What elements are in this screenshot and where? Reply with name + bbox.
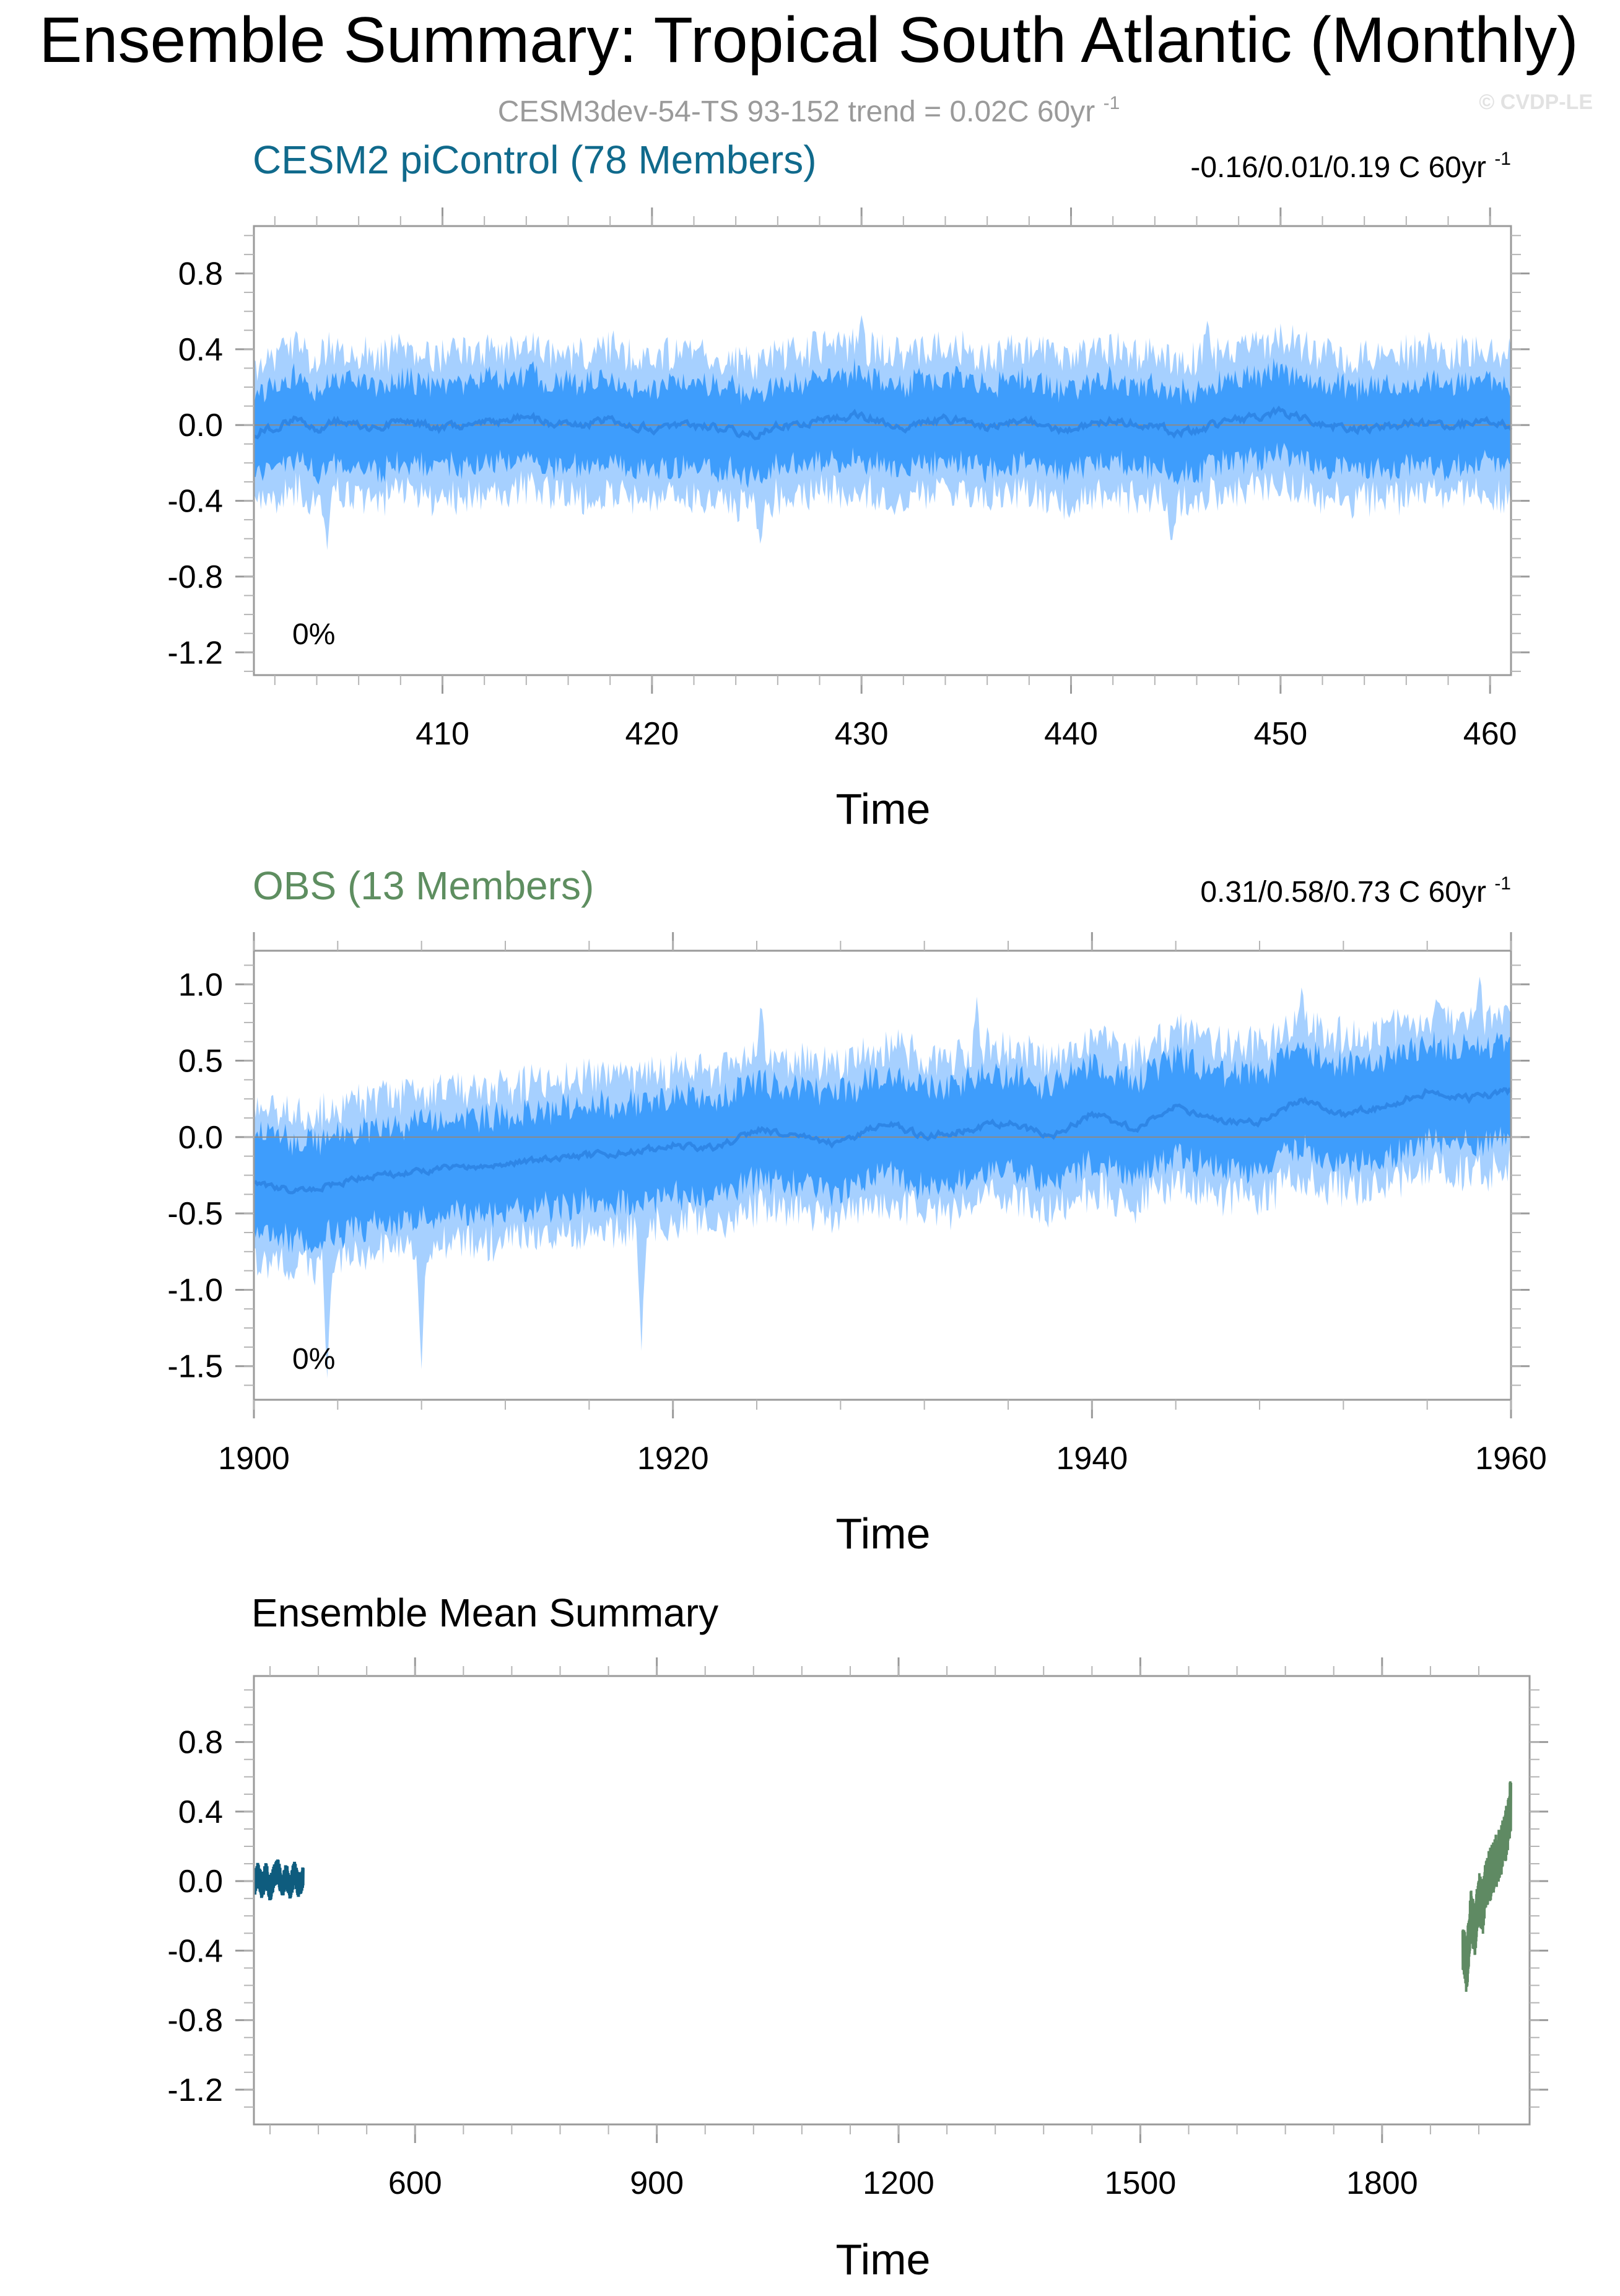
panel-obs-pct: 0% [292,1343,335,1376]
summary-ytick-label: 0.8 [178,1725,223,1761]
panel-cesm-plot: 0.8 0.4 0.0 -0.4 -0.8 -1.2 410 420 430 440 450 460 [167,207,1530,752]
summary-ytick-label: -0.4 [167,1933,223,1969]
panel-obs-trend: 0.31/0.58/0.73 C 60yr -1 [1200,873,1511,909]
cesm-ytick-label: 0.0 [178,408,223,443]
cesm-ensemble-mean-line [253,405,1513,440]
cesm-ytick-label: 0.4 [178,332,223,368]
obs-ensemble-mean-line [253,1087,1512,1195]
panel-cesm-pct: 0% [292,618,335,651]
panel-obs-trend-text: 0.31/0.58/0.73 C 60yr [1200,876,1486,909]
summary-ytick-label: 0.0 [178,1864,223,1900]
summary-series-0-line [253,1859,305,1901]
obs-ytick-label: -1.0 [167,1272,223,1308]
cesm-band-inner [254,357,1511,489]
cesm-xtick-label: 430 [835,716,889,752]
summary-ytick-label: 0.4 [178,1794,223,1830]
figure-subtitle: CESM3dev-54-TS 93-152 trend = 0.02C 60yr… [498,93,1120,128]
obs-xtick-label: 1900 [218,1441,290,1477]
panel-obs-trend-sup: -1 [1494,873,1511,894]
cesm-ytick-label: -0.4 [167,484,223,520]
obs-ytick-label: 1.0 [178,967,223,1003]
panel-obs-title: OBS (13 Members) [253,863,594,908]
obs-xtick-label: 1920 [637,1441,709,1477]
summary-frame [253,1675,1531,2126]
panel-summary: Ensemble Mean Summary 0.8 0.4 0.0 -0.4 -0.8 -… [167,1591,1548,2284]
panel-summary-xlabel: Time [836,2235,931,2284]
panel-cesm-trend-text: -0.16/0.01/0.19 C 60yr [1190,151,1486,184]
summary-xtick-label: 1200 [863,2165,934,2201]
panel-obs: OBS (13 Members) 0.31/0.58/0.73 C 60yr -… [167,863,1546,1558]
figure-subtitle-text: CESM3dev-54-TS 93-152 trend = 0.02C 60yr [498,95,1095,128]
cesm-xtick-label: 440 [1044,716,1098,752]
panel-cesm-trend: -0.16/0.01/0.19 C 60yr -1 [1190,149,1511,184]
obs-ytick-label: 0.0 [178,1120,223,1156]
summary-xtick-label: 1800 [1346,2165,1418,2201]
panel-summary-title: Ensemble Mean Summary [251,1591,718,1635]
panel-cesm: CESM2 piControl (78 Members) -0.16/0.01/… [167,137,1530,833]
cesm-xtick-label: 420 [625,716,679,752]
summary-xtick-label: 900 [630,2165,684,2201]
panel-summary-plot: 0.8 0.4 0.0 -0.4 -0.8 -1.2 600 900 1200 1500 1800 [167,1657,1548,2201]
figure-title: Ensemble Summary: Tropical South Atlanti… [39,4,1578,76]
cesm-ytick-label: -0.8 [167,559,223,595]
cesm-frame [253,225,1512,676]
cesm-xtick-label: 410 [416,716,469,752]
obs-ytick-label: 0.5 [178,1044,223,1080]
summary-ytick-label: -1.2 [167,2072,223,2108]
obs-ytick-label: -1.5 [167,1349,223,1385]
obs-band-inner [254,1031,1511,1254]
panel-obs-plot: 1.0 0.5 0.0 -0.5 -1.0 -1.5 1900 1920 1940 1960 [167,932,1547,1477]
summary-xtick-label: 600 [388,2165,442,2201]
cesm-xtick-label: 450 [1253,716,1307,752]
panel-cesm-xlabel: Time [836,785,931,833]
panel-cesm-title: CESM2 piControl (78 Members) [253,137,817,182]
summary-ytick-label: -0.8 [167,2003,223,2039]
obs-xtick-label: 1960 [1475,1441,1547,1477]
summary-xtick-label: 1500 [1105,2165,1177,2201]
obs-xtick-label: 1940 [1056,1441,1128,1477]
obs-ytick-label: -0.5 [167,1196,223,1232]
panel-obs-xlabel: Time [836,1509,931,1558]
cesm-xtick-label: 460 [1463,716,1517,752]
figure-subtitle-sup: -1 [1104,93,1120,113]
cesm-ytick-label: -1.2 [167,635,223,671]
cesm-ytick-label: 0.8 [178,256,223,292]
cvdp-watermark: © CVDP-LE [1479,90,1593,114]
summary-series-1-line [1461,1781,1512,1992]
panel-cesm-trend-sup: -1 [1494,149,1511,169]
